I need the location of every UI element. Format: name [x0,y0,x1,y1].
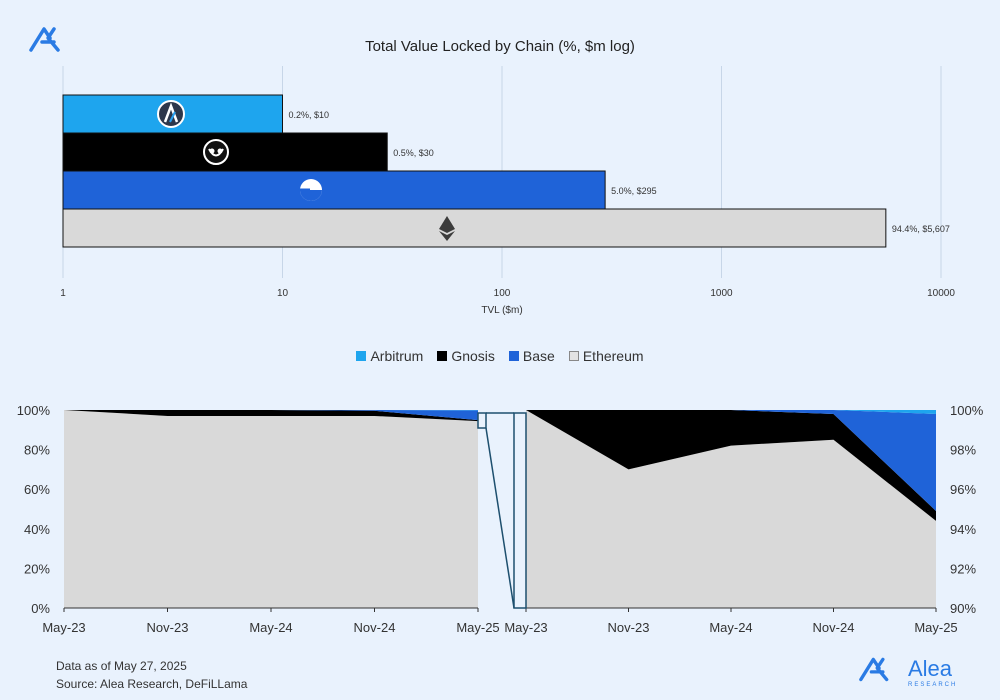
zoom-box [477,412,487,429]
brand-block: Alea RESEARCH [858,654,957,689]
brand-name: Alea [908,655,953,681]
bar-base [62,170,606,210]
alea-logo-icon [858,654,902,689]
legend-swatch [508,351,519,361]
legend-item-arbitrum: Arbitrum [356,348,423,364]
data-label: 5.0%, $295 [611,186,657,196]
y-tick-label: 0% [31,601,50,616]
icon-shape [209,148,215,154]
y-tick-label: 20% [24,561,50,576]
chart-legend: Arbitrum Gnosis Base Ethereum [0,348,1000,364]
x-tick-label: 1 [60,288,66,299]
y-tick-label: 100% [950,403,984,418]
x-tick-label: 1000 [710,288,733,299]
legend-swatch [356,351,367,361]
area-base [526,410,936,511]
data-date-note: Data as of May 27, 2025 [56,659,187,673]
x-tick-label: May-23 [42,620,85,635]
area-base [64,410,478,421]
icon-shape [300,188,310,192]
x-tick-label: Nov-23 [608,620,650,635]
x-tick-label: Nov-24 [354,620,396,635]
tvl-share-area-charts: 0% 20% 40% 60% 80% 100% May-23 Nov-23 May-24 Nov-… [17,403,984,635]
x-tick-label: 100 [494,288,511,299]
y-tick-label: 94% [950,522,976,537]
ethereum-logo-icon [439,216,455,241]
data-label: 94.4%, $5,607 [892,224,950,234]
icon-shape [217,148,223,154]
legend-item-ethereum: Ethereum [568,348,644,364]
y-tick-label: 92% [950,561,976,576]
x-axis-label: TVL ($m) [481,305,522,316]
icon-shape [300,190,322,201]
icon-shape [203,139,229,165]
arbitrum-logo-icon [157,100,185,128]
y-tick-label: 60% [24,482,50,497]
x-tick-label: 10 [277,288,289,299]
gnosis-logo-icon [203,139,229,165]
x-tick-label: May-23 [504,620,547,635]
y-tick-label: 90% [950,601,976,616]
x-tick-label: May-25 [914,620,957,635]
y-tick-label: 100% [17,403,51,418]
legend-label: Gnosis [451,348,495,364]
area-ethereum [64,410,478,608]
legend-label: Base [522,348,555,364]
x-tick-label: May-25 [456,620,499,635]
y-tick-label: 98% [950,443,976,458]
chart-title: Total Value Locked by Chain (%, $m log) [365,38,635,55]
zoom-connector [485,427,515,609]
legend-item-base: Base [508,348,555,364]
x-tick-label: May-24 [709,620,752,635]
tvl-bar-chart: 1 10 100 1000 10000 TVL ($m) 0.2%, $10 0.5%, $3… [60,66,955,316]
icon-shape [439,216,455,233]
area-arbitrum [526,410,936,414]
x-tick-label: Nov-24 [813,620,855,635]
zoom-box [513,412,527,609]
source-note: Source: Alea Research, DeFiLLama [56,677,248,691]
y-tick-label: 40% [24,522,50,537]
base-logo-icon [300,179,322,201]
y-tick-label: 80% [24,443,50,458]
y-tick-label: 96% [950,482,976,497]
x-tick-label: 10000 [927,288,955,299]
footnote: Data as of May 27, 2025 Source: Alea Res… [56,657,247,693]
brand-subtitle: RESEARCH [908,681,958,688]
area-gnosis [526,410,936,521]
icon-shape [439,231,455,241]
icon-shape [163,102,179,123]
x-tick-label: May-24 [249,620,292,635]
x-tick-label: Nov-23 [147,620,189,635]
legend-swatch [568,351,579,361]
legend-item-gnosis: Gnosis [437,348,495,364]
legend-label: Arbitrum [370,348,424,364]
area-gnosis [64,410,478,422]
area-ethereum [526,410,936,608]
alea-logo-icon [28,24,74,59]
legend-label: Ethereum [582,348,644,364]
data-label: 0.2%, $10 [289,110,330,120]
data-label: 0.5%, $30 [393,148,434,158]
icon-shape [169,111,176,123]
legend-swatch [437,351,448,361]
bar-ethereum [62,208,887,248]
